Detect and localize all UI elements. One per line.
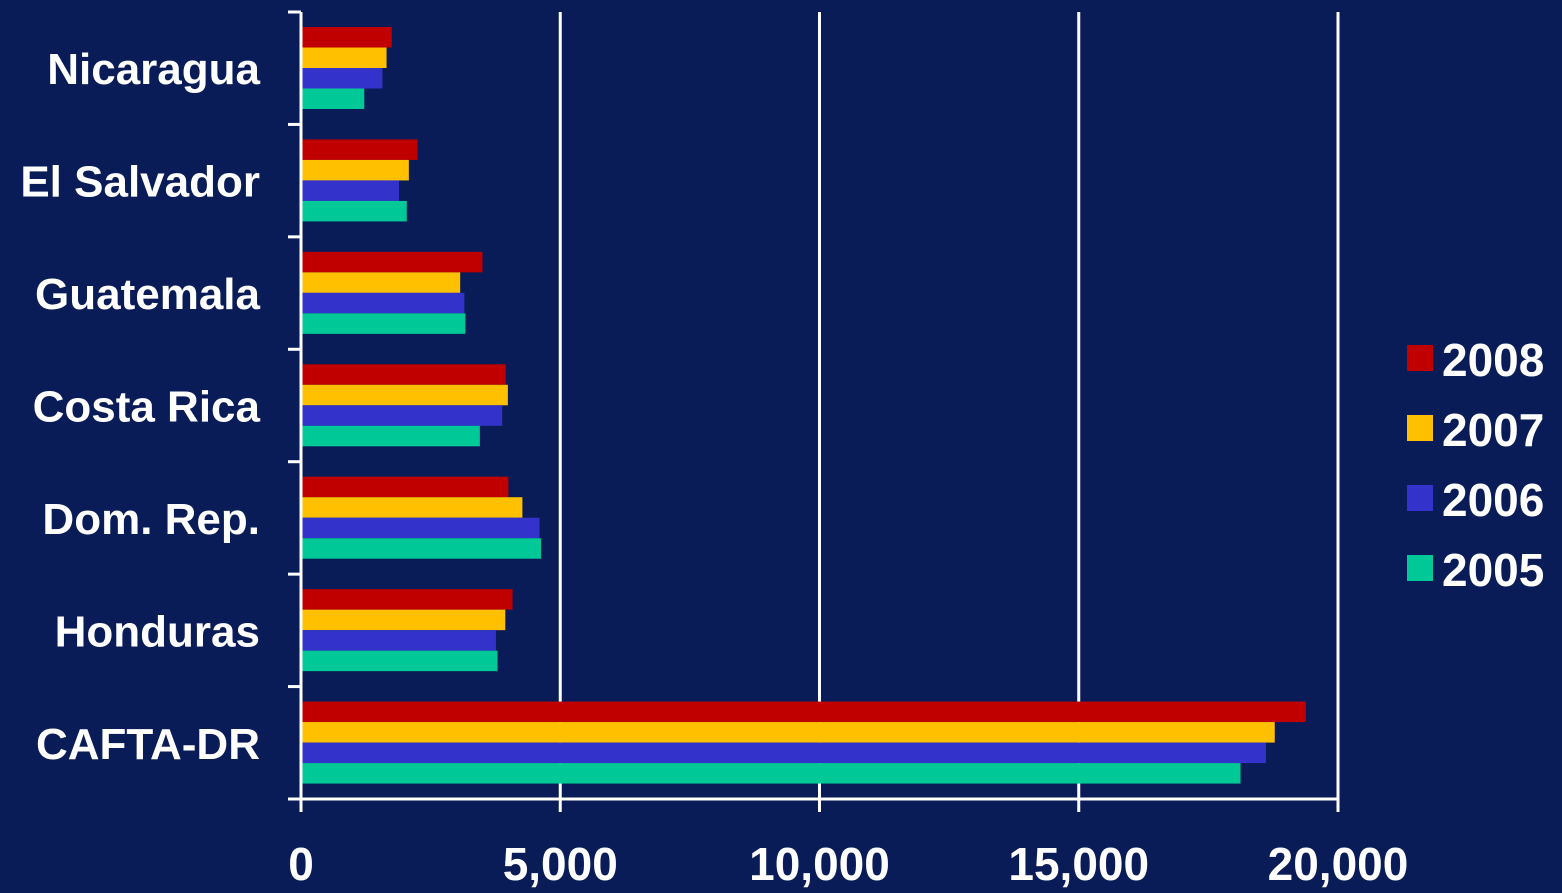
category-label-costa-rica: Costa Rica — [33, 383, 261, 432]
bar-costa-rica-2007 — [301, 384, 508, 406]
category-label-nicaragua: Nicaragua — [47, 45, 260, 94]
legend-swatch-2005 — [1407, 555, 1433, 581]
category-label-el-salvador: El Salvador — [20, 158, 260, 207]
bar-guatemala-2006 — [301, 292, 465, 314]
bar-el-salvador-2008 — [301, 139, 418, 160]
category-label-guatemala: Guatemala — [35, 270, 261, 319]
bar-costa-rica-2008 — [301, 364, 506, 385]
legend-swatch-2007 — [1407, 415, 1433, 441]
x-tick-labels: 0 5,000 10,000 15,000 20,000 — [288, 838, 1408, 890]
bar-dom-rep--2005 — [301, 538, 542, 559]
bar-nicaragua-2006 — [301, 68, 383, 89]
bar-cafta-dr-2005 — [301, 763, 1241, 784]
axes — [288, 10, 1340, 812]
legend-label-2007: 2007 — [1442, 404, 1544, 456]
category-label-cafta-dr: CAFTA-DR — [36, 720, 260, 769]
bar-honduras-2007 — [301, 609, 506, 631]
legend-label-2006: 2006 — [1442, 474, 1544, 526]
bar-guatemala-2007 — [301, 272, 461, 293]
legend-label-2005: 2005 — [1442, 544, 1544, 596]
bar-dom-rep--2007 — [301, 497, 523, 518]
x-tick-label-5000: 5,000 — [503, 838, 618, 890]
bar-guatemala-2008 — [301, 251, 483, 273]
category-labels: Nicaragua El Salvador Guatemala Costa Rica D… — [20, 45, 260, 769]
bar-honduras-2006 — [301, 630, 496, 651]
bars — [301, 27, 1306, 784]
legend-swatch-2006 — [1407, 485, 1433, 511]
bar-el-salvador-2005 — [301, 200, 407, 222]
bar-dom-rep--2008 — [301, 476, 509, 498]
legend: 2008 2007 2006 2005 — [1407, 334, 1544, 596]
gridlines — [558, 12, 1340, 799]
x-tick-label-0: 0 — [288, 838, 314, 890]
x-tick-label-10000: 10,000 — [749, 838, 890, 890]
x-tick-label-20000: 20,000 — [1268, 838, 1409, 890]
legend-label-2008: 2008 — [1442, 334, 1544, 386]
category-label-honduras: Honduras — [55, 607, 260, 656]
legend-swatch-2008 — [1407, 345, 1433, 371]
bar-cafta-dr-2008 — [301, 701, 1306, 723]
category-label-dom-rep-: Dom. Rep. — [42, 495, 260, 544]
bar-el-salvador-2007 — [301, 159, 409, 181]
bar-cafta-dr-2006 — [301, 742, 1266, 764]
bar-honduras-2008 — [301, 589, 513, 610]
bar-guatemala-2005 — [301, 313, 466, 334]
bar-cafta-dr-2007 — [301, 722, 1275, 743]
bar-nicaragua-2008 — [301, 27, 392, 48]
bar-costa-rica-2006 — [301, 405, 503, 426]
bar-honduras-2005 — [301, 650, 498, 672]
bar-el-salvador-2006 — [301, 180, 399, 201]
bar-dom-rep--2006 — [301, 517, 540, 539]
bar-nicaragua-2007 — [301, 47, 387, 68]
bar-nicaragua-2005 — [301, 88, 365, 109]
bar-costa-rica-2005 — [301, 425, 480, 447]
x-tick-label-15000: 15,000 — [1008, 838, 1149, 890]
